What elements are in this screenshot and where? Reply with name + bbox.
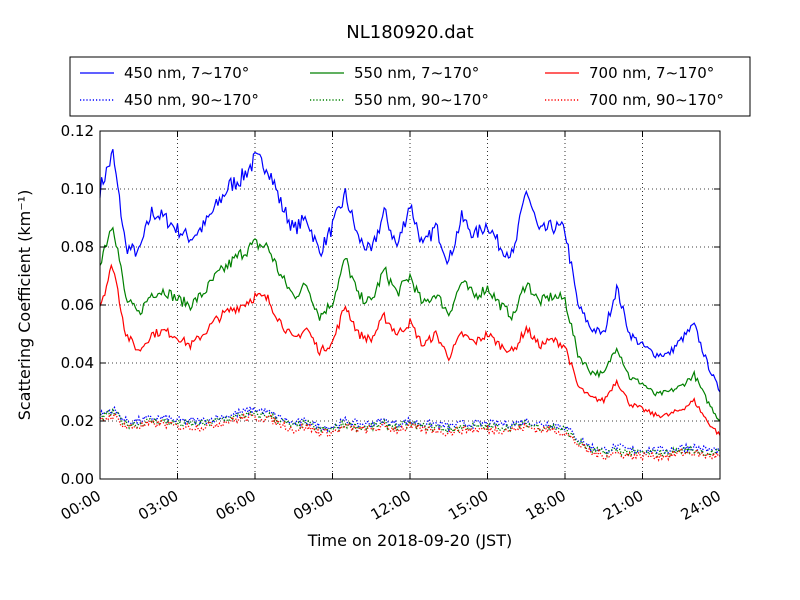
y-tick-label: 0.08 [61, 238, 94, 256]
x-tick-label: 00:00 [58, 487, 104, 524]
legend-label-1: 550 nm, 7∼170° [354, 64, 479, 82]
series-line-0 [99, 148, 721, 393]
grid [100, 131, 720, 479]
y-tick-label: 0.02 [61, 412, 94, 430]
y-tick-label: 0.06 [61, 296, 94, 314]
series-line-3 [99, 405, 721, 457]
x-tick-label: 24:00 [678, 487, 724, 524]
y-tick-label: 0.04 [61, 354, 94, 372]
x-tick-label: 09:00 [290, 487, 336, 524]
y-tick-label: 0.12 [61, 122, 94, 140]
legend-label-3: 450 nm, 90∼170° [124, 91, 259, 109]
series-line-2 [99, 263, 721, 436]
legend-label-4: 550 nm, 90∼170° [354, 91, 489, 109]
x-tick-label: 18:00 [523, 487, 569, 524]
x-tick-label: 06:00 [213, 487, 259, 524]
x-axis-label: Time on 2018-09-20 (JST) [307, 531, 512, 550]
legend-frame [69, 56, 751, 117]
chart-title: NL180920.dat [346, 22, 473, 43]
y-axis-label: Scattering Coefficient (km⁻¹) [15, 190, 34, 421]
series-line-5 [99, 411, 721, 463]
x-tick-label: 03:00 [135, 487, 181, 524]
x-tick-label: 21:00 [600, 487, 646, 524]
y-tick-label: 0.00 [61, 470, 94, 488]
x-tick-label: 12:00 [368, 487, 414, 524]
legend-label-2: 700 nm, 7∼170° [589, 64, 714, 82]
legend: 450 nm, 7∼170° 550 nm, 7∼170° 700 nm, 7∼17… [69, 56, 751, 117]
legend-label-0: 450 nm, 7∼170° [124, 64, 249, 82]
y-tick-label: 0.10 [61, 180, 94, 198]
legend-label-5: 700 nm, 90∼170° [589, 91, 724, 109]
series-group [99, 148, 721, 463]
series-line-1 [99, 226, 721, 422]
x-tick-label: 15:00 [445, 487, 491, 524]
ticks: 00:00 03:00 06:00 09:00 12:00 15:00 18:00 21:00… [58, 122, 724, 524]
